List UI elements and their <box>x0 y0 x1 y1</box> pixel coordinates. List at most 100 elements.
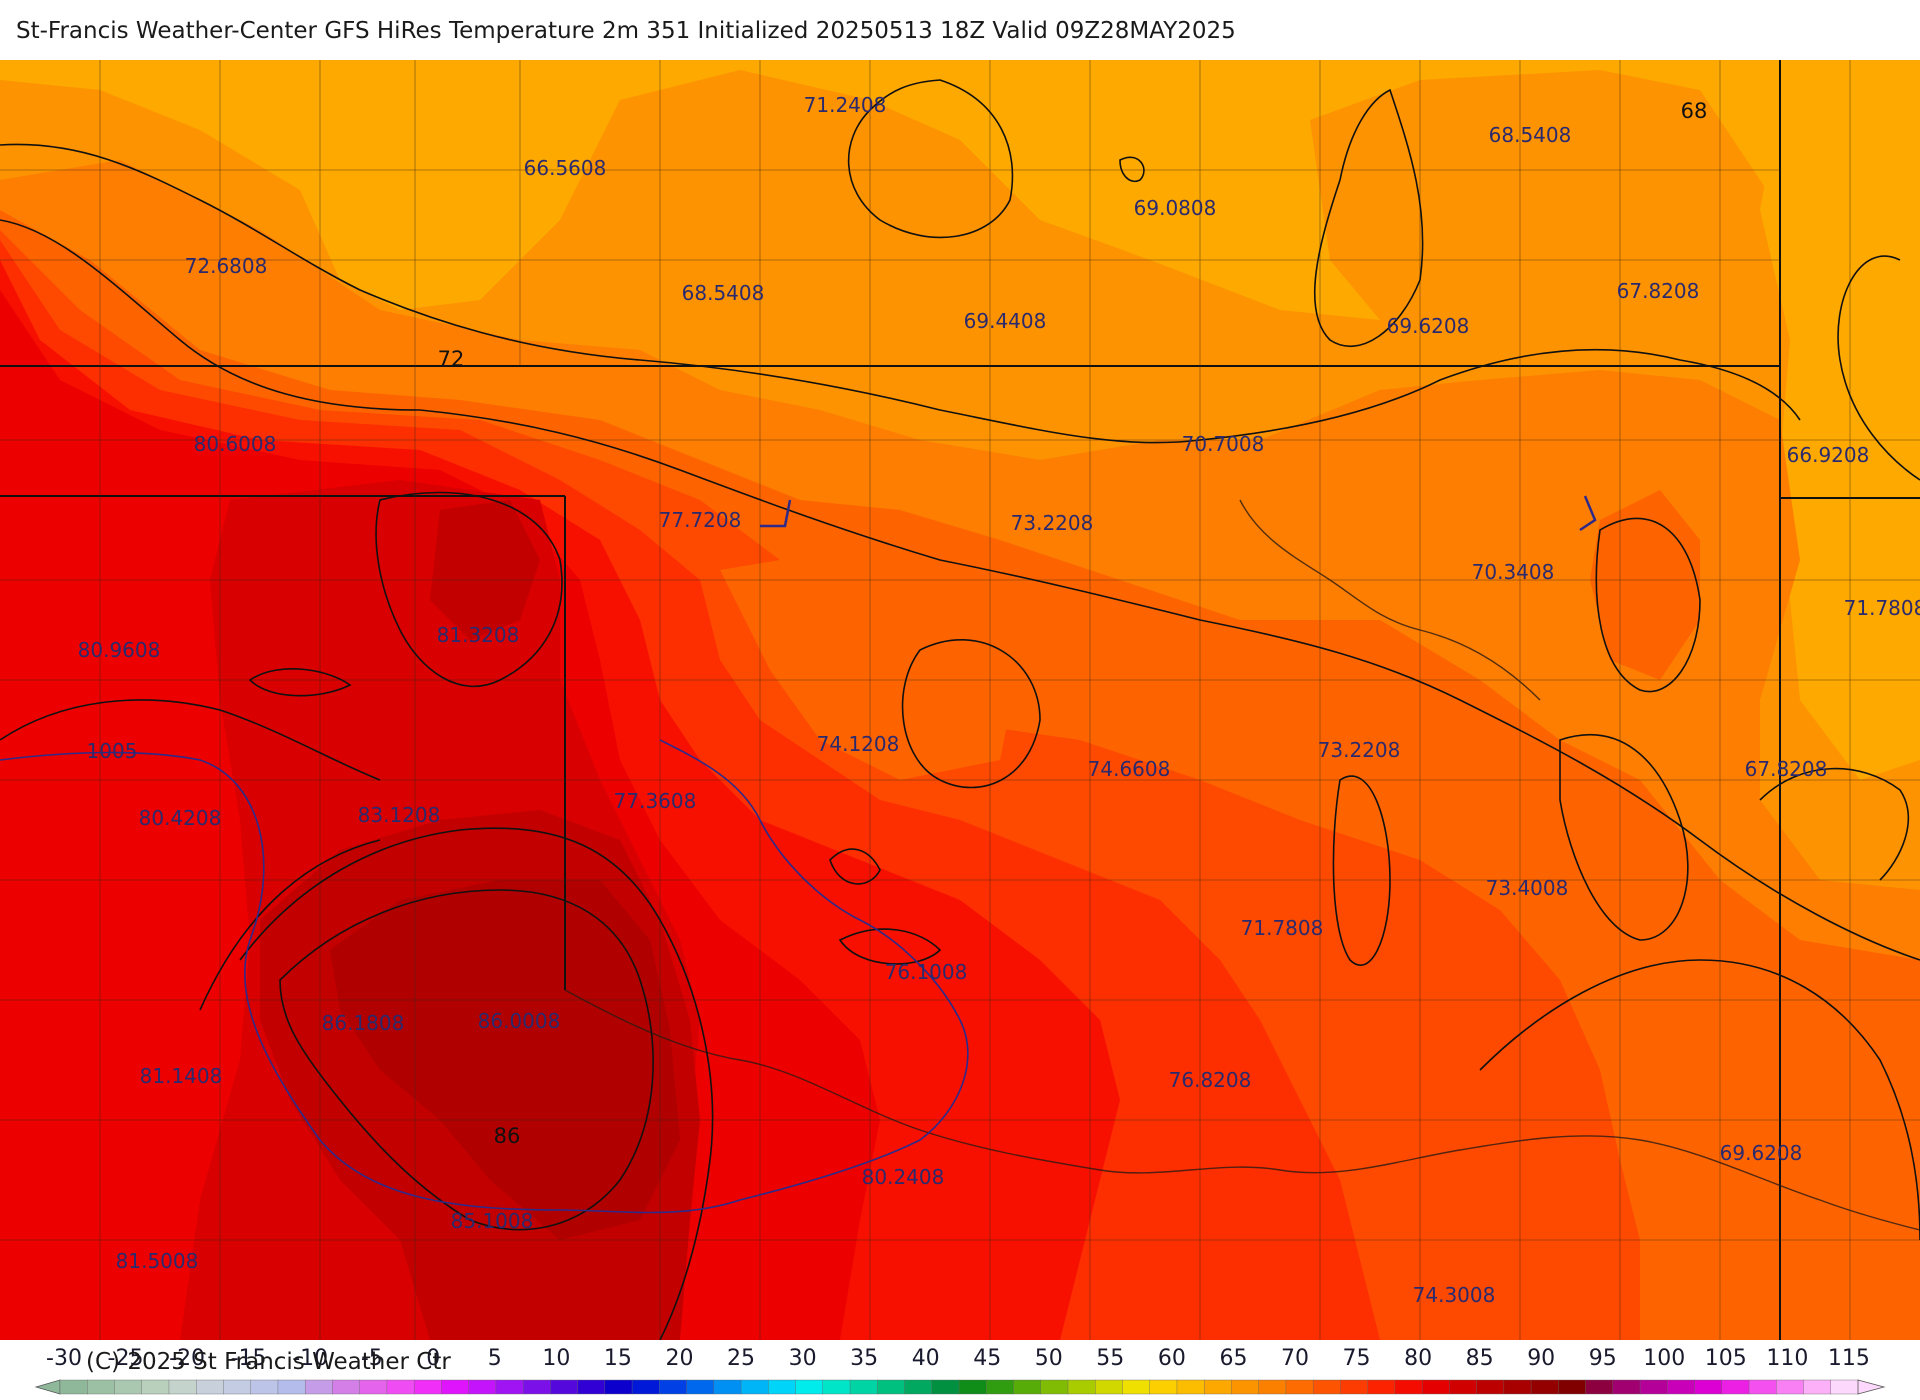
colorbar-swatch <box>1040 1379 1069 1395</box>
colorbar-swatch <box>413 1379 443 1395</box>
colorbar-swatch <box>223 1379 252 1395</box>
colorbar-swatch <box>631 1379 661 1395</box>
temp-label: 74.1208 <box>817 732 900 756</box>
colorbar-tick-label: 25 <box>727 1346 755 1371</box>
colorbar-swatch <box>1721 1379 1750 1395</box>
colorbar-swatch <box>1067 1379 1096 1395</box>
temp-label: 81.5008 <box>116 1249 199 1273</box>
colorbar-swatch <box>958 1379 987 1395</box>
colorbar-swatch <box>196 1379 225 1395</box>
colorbar-tick-label: 20 <box>666 1346 694 1371</box>
colorbar-swatch <box>1258 1379 1287 1395</box>
temp-label: 77.7208 <box>659 508 742 532</box>
colorbar-tick-label: 30 <box>789 1346 817 1371</box>
colorbar-swatch <box>795 1379 824 1395</box>
temperature-colorbar: -30 -25 -20 -15 -10 -5 0 5 10 15 20 25 30 35 40 45 50 55 6… <box>34 1346 1886 1395</box>
temperature-map: 71.2408 66.5608 68.5408 69.0808 72.6808 … <box>0 60 1920 1340</box>
fill-72-east <box>1590 490 1700 680</box>
colorbar-swatch <box>550 1379 579 1395</box>
colorbar-swatch <box>1340 1379 1369 1395</box>
colorbar-swatch <box>359 1379 388 1395</box>
colorbar-ticks: -30 -25 -20 -15 -10 -5 0 5 10 15 20 25 30 35 40 45 50 55 6… <box>46 1346 1870 1371</box>
colorbar-swatch <box>1530 1379 1560 1395</box>
colorbar-swatch <box>114 1379 143 1395</box>
colorbar-tick-label: -30 <box>46 1346 82 1371</box>
colorbar-swatch <box>659 1379 688 1395</box>
temp-label: 71.2408 <box>804 93 887 117</box>
colorbar-tick-label: 15 <box>604 1346 632 1371</box>
colorbar-swatch <box>1558 1379 1587 1395</box>
temp-label: 68.5408 <box>1489 123 1572 147</box>
county-lines <box>0 60 1920 1340</box>
temp-label: 81.3208 <box>437 623 520 647</box>
colorbar-swatch <box>1013 1379 1042 1395</box>
temp-label: 71.7808 <box>1241 916 1324 940</box>
temp-label: 83.1208 <box>358 803 441 827</box>
colorbar-swatch <box>141 1379 170 1395</box>
temp-label: 74.3008 <box>1413 1283 1496 1307</box>
colorbar-swatch <box>713 1379 742 1395</box>
wind-barb <box>1579 495 1597 532</box>
fill-66-northeast <box>1760 90 1920 780</box>
colorbar-swatch <box>386 1379 415 1395</box>
temp-label: 69.0808 <box>1134 196 1217 220</box>
colorbar-swatch <box>1203 1379 1233 1395</box>
colorbar-swatch <box>332 1379 361 1395</box>
colorbar-tick-label: 75 <box>1343 1346 1371 1371</box>
colorbar-tick-label: 35 <box>850 1346 878 1371</box>
temp-label: 73.4008 <box>1486 876 1569 900</box>
colorbar-tick-label: -5 <box>361 1346 383 1371</box>
temp-label: 67.8208 <box>1745 757 1828 781</box>
colorbar-swatch <box>495 1379 524 1395</box>
temperature-contours <box>0 79 1920 1340</box>
colorbar-swatch <box>686 1379 715 1395</box>
colorbar-swatch <box>1149 1379 1178 1395</box>
temp-label: 73.2208 <box>1318 738 1401 762</box>
colorbar-swatch <box>1776 1379 1805 1395</box>
colorbar-tick-label: 80 <box>1404 1346 1432 1371</box>
temp-label: 69.6208 <box>1720 1141 1803 1165</box>
contour-label: 68 <box>1681 99 1708 123</box>
temp-label: 80.9608 <box>78 638 161 662</box>
temp-label: 85.1008 <box>451 1209 534 1233</box>
colorbar-swatch <box>1585 1379 1614 1395</box>
isobar-label: 1005 <box>87 739 138 763</box>
wind-barb <box>760 499 792 528</box>
colorbar-tick-label: 105 <box>1705 1346 1747 1371</box>
colorbar-swatch <box>1285 1379 1314 1395</box>
temp-label: 80.4208 <box>139 806 222 830</box>
colorbar-swatch <box>468 1379 497 1395</box>
colorbar-swatch <box>277 1379 306 1395</box>
temp-label: 73.2208 <box>1011 511 1094 535</box>
temp-label: 66.5608 <box>524 156 607 180</box>
colorbar-swatch <box>250 1379 279 1395</box>
colorbar-tick-label: 45 <box>973 1346 1001 1371</box>
colorbar-tick-label: 85 <box>1466 1346 1494 1371</box>
colorbar-swatch <box>59 1379 88 1395</box>
colorbar-swatch <box>1176 1379 1205 1395</box>
colorbar-left-arrow <box>34 1379 61 1395</box>
colorbar-swatch <box>1312 1379 1342 1395</box>
temp-label: 74.6608 <box>1088 757 1171 781</box>
contour-labels: 72 68 86 <box>438 99 1708 1148</box>
colorbar-swatch <box>441 1379 470 1395</box>
rivers <box>564 499 1920 1231</box>
temp-label: 80.2408 <box>862 1165 945 1189</box>
colorbar-swatch <box>1421 1379 1451 1395</box>
colorbar-tick-label: 65 <box>1220 1346 1248 1371</box>
map-title: St-Francis Weather-Center GFS HiRes Temp… <box>16 18 1236 44</box>
colorbar-swatch <box>304 1379 334 1395</box>
fill-84-blob <box>430 500 540 640</box>
colorbar-swatch <box>1612 1379 1641 1395</box>
colorbar-tick-label: 55 <box>1096 1346 1124 1371</box>
temp-label: 67.8208 <box>1617 279 1700 303</box>
colorbar-tick-label: 50 <box>1035 1346 1063 1371</box>
colorbar-swatch <box>577 1379 606 1395</box>
temp-label: 72.6808 <box>185 254 268 278</box>
temp-label: 70.3408 <box>1472 560 1555 584</box>
temp-label: 69.4408 <box>964 309 1047 333</box>
colorbar-tick-label: -25 <box>108 1346 144 1371</box>
colorbar-swatch <box>1122 1379 1151 1395</box>
colorbar-swatch <box>1503 1379 1532 1395</box>
colorbar-tick-label: 0 <box>426 1346 440 1371</box>
